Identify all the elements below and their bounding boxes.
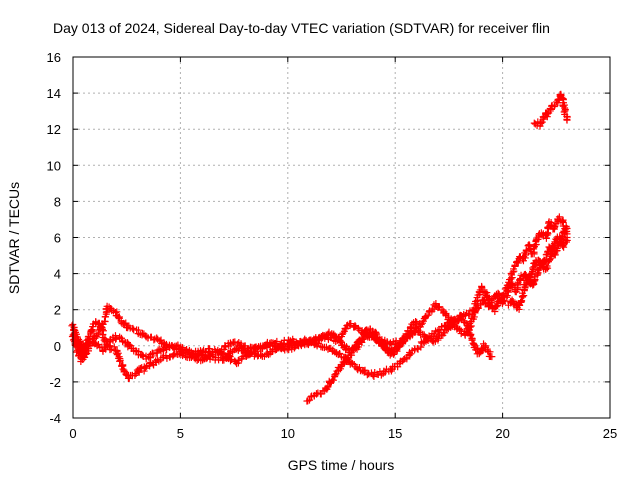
y-tick-label: 0 — [54, 339, 61, 354]
data-point — [508, 296, 516, 304]
data-point — [353, 344, 361, 352]
y-tick-label: -4 — [49, 411, 61, 426]
y-tick-label: -2 — [49, 375, 61, 390]
data-point — [442, 309, 450, 317]
data-point — [390, 350, 398, 358]
data-point — [500, 291, 508, 299]
data-point — [291, 344, 299, 352]
data-point — [501, 285, 509, 293]
data-point — [347, 349, 355, 357]
data-point — [497, 295, 505, 303]
data-point — [538, 118, 546, 126]
x-tick-label: 20 — [495, 426, 509, 441]
y-tick-label: 14 — [47, 86, 61, 101]
data-point — [555, 213, 563, 221]
data-point — [537, 119, 545, 127]
y-tick-label: 16 — [47, 50, 61, 65]
data-point — [116, 357, 124, 365]
data-point — [556, 237, 564, 245]
data-points — [68, 90, 571, 405]
data-point — [153, 334, 161, 342]
plot-frame — [72, 56, 611, 419]
tick-labels: 0 5 10 15 20 25 -4 -2 0 2 4 6 8 10 12 14 16 — [47, 50, 618, 441]
data-point — [420, 331, 428, 339]
data-point — [563, 234, 571, 241]
data-point — [468, 336, 476, 344]
data-point — [563, 116, 571, 124]
data-point — [439, 306, 447, 314]
x-tick-label: 15 — [388, 426, 402, 441]
data-point — [112, 309, 120, 317]
x-tick-label: 25 — [603, 426, 617, 441]
y-tick-label: 2 — [54, 303, 61, 318]
data-point — [516, 276, 524, 284]
data-point — [248, 348, 256, 356]
y-axis-label: SDTVAR / TECUs — [6, 182, 22, 294]
data-point — [129, 324, 137, 332]
data-point — [407, 350, 415, 358]
data-point — [329, 376, 337, 384]
data-point — [336, 337, 344, 345]
data-point — [414, 344, 422, 352]
data-point — [121, 320, 129, 328]
y-tick-label: 8 — [54, 194, 61, 209]
data-point — [81, 353, 89, 361]
data-point — [435, 303, 443, 311]
data-point — [307, 393, 315, 401]
y-tick-label: 12 — [47, 122, 61, 137]
data-point — [388, 341, 396, 349]
data-point — [522, 246, 530, 254]
data-point — [488, 353, 496, 361]
data-point — [304, 397, 312, 405]
x-tick-label: 5 — [177, 426, 184, 441]
data-point — [225, 352, 233, 360]
data-point — [497, 296, 505, 304]
data-point — [413, 318, 421, 326]
data-point — [116, 356, 124, 364]
data-point — [383, 345, 391, 353]
data-point — [558, 217, 566, 225]
data-point — [187, 353, 195, 361]
data-point — [343, 354, 351, 362]
data-point — [434, 334, 442, 342]
data-point — [82, 350, 90, 358]
data-point — [305, 396, 313, 404]
chart-title: Day 013 of 2024, Sidereal Day-to-day VTE… — [53, 20, 550, 36]
data-point — [517, 297, 525, 305]
data-point — [492, 303, 500, 311]
data-point — [557, 90, 565, 98]
data-point — [331, 371, 339, 379]
data-point — [110, 343, 118, 351]
data-point — [246, 350, 254, 358]
x-tick-label: 0 — [69, 426, 76, 441]
data-point — [87, 326, 95, 334]
data-point — [233, 345, 241, 353]
data-point — [543, 262, 551, 270]
data-point — [414, 327, 422, 335]
x-tick-label: 10 — [281, 426, 295, 441]
data-point — [94, 341, 102, 349]
data-point — [242, 352, 250, 360]
data-point — [202, 355, 210, 363]
x-axis-label: GPS time / hours — [288, 457, 395, 473]
data-point — [228, 356, 236, 364]
data-point — [447, 323, 455, 331]
data-point — [351, 345, 359, 353]
data-point — [301, 335, 309, 343]
y-tick-label: 10 — [47, 158, 61, 173]
data-point — [331, 332, 339, 340]
data-point — [412, 317, 420, 325]
data-point — [424, 311, 432, 319]
y-tick-label: 6 — [54, 231, 61, 246]
y-tick-label: 4 — [54, 267, 61, 282]
data-point — [494, 289, 502, 297]
data-point — [478, 344, 486, 352]
data-point — [511, 262, 519, 270]
data-point — [94, 329, 102, 337]
data-point — [347, 320, 355, 328]
data-point — [138, 351, 146, 359]
data-point — [478, 284, 486, 292]
